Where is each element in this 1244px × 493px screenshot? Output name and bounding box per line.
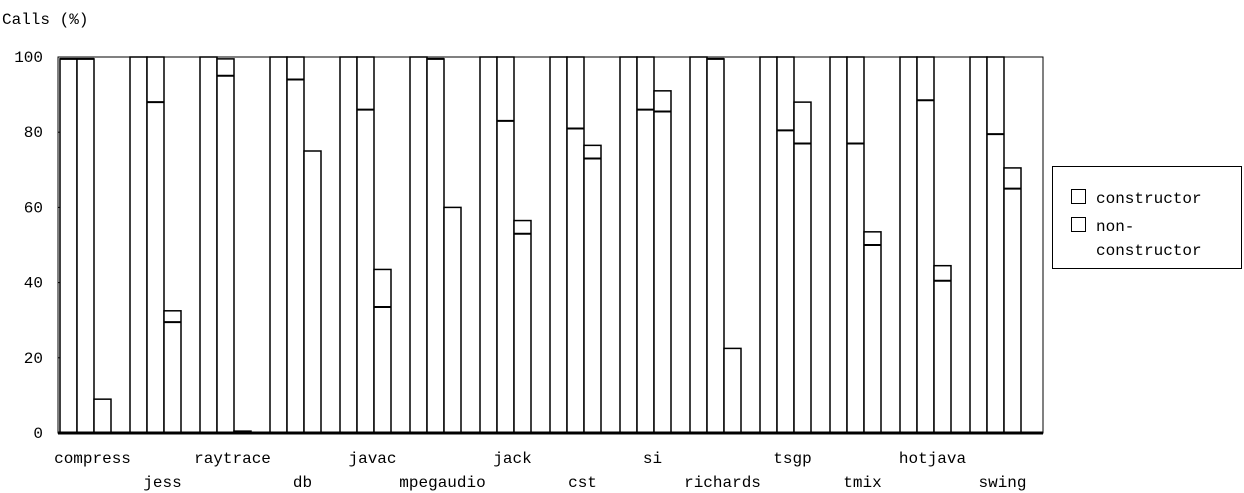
x-tick-label-swing: swing [978,474,1026,492]
bar-compress-1 [76,58,95,434]
legend-label-constructor: constructor [1096,190,1202,208]
bar-hotjava-2 [933,264,952,434]
x-tick-label-hotjava: hotjava [899,450,967,468]
bar-mpegaudio-0 [409,56,428,434]
x-tick-label-compress: compress [54,450,131,468]
bar-jack-1 [496,56,515,434]
bar-swing-0 [969,56,988,434]
y-tick-label: 0 [33,425,43,443]
bar-tsgp-2 [793,101,812,434]
bar-tsgp-0 [759,56,778,434]
x-tick-label-jess: jess [143,474,181,492]
bar-tmix-1 [846,56,865,434]
bar-richards-1 [706,58,725,434]
bar-mpegaudio-1 [426,58,445,434]
bar-javac-2 [373,268,392,434]
bar-compress-0 [59,58,78,434]
x-tick-label-javac: javac [348,450,396,468]
y-tick-label: 20 [24,350,43,368]
bar-jess-1 [146,56,165,434]
y-tick-label: 80 [24,124,43,142]
x-tick-label-si: si [643,450,662,468]
bar-tmix-2 [863,231,882,434]
bar-tmix-0 [829,56,848,434]
bar-hotjava-0 [899,56,918,434]
bar-javac-1 [356,56,375,434]
bar-db-0 [269,56,288,434]
x-tick-label-tsgp: tsgp [773,450,811,468]
y-tick-label: 100 [14,49,43,67]
bar-richards-0 [689,56,708,434]
bar-jess-0 [129,56,148,434]
bar-si-0 [619,56,638,434]
bar-cst-2 [583,144,602,434]
bar-javac-0 [339,56,358,434]
y-axis-label: Calls (%) [2,11,88,29]
bar-tsgp-1 [776,56,795,434]
bar-compress-2 [93,398,112,434]
bar-si-1 [636,56,655,434]
x-tick-label-jack: jack [493,450,531,468]
y-tick-label: 40 [24,275,43,293]
x-tick-label-tmix: tmix [843,474,881,492]
x-tick-label-cst: cst [568,474,597,492]
legend: constructor non- constructor [1052,166,1242,269]
bar-richards-2 [723,347,742,434]
bar-mpegaudio-2 [443,206,462,434]
x-tick-label-richards: richards [684,474,761,492]
bar-swing-1 [986,56,1005,434]
bar-cst-1 [566,56,585,434]
x-tick-label-raytrace: raytrace [194,450,271,468]
bar-si-2 [653,90,672,434]
bar-raytrace-1 [216,58,235,434]
bar-swing-2 [1003,167,1022,434]
x-tick-label-db: db [293,474,312,492]
bar-hotjava-1 [916,56,935,434]
legend-label-non-constructor: non- constructor [1096,218,1202,260]
bar-raytrace-0 [199,56,218,434]
bar-db-2 [303,150,322,434]
bar-db-1 [286,56,305,434]
legend-swatch-non-constructor [1071,217,1086,232]
y-ticks: 0 20 40 60 80 100 [14,49,63,443]
bar-jess-2 [163,310,182,434]
bar-jack-2 [513,219,532,434]
y-tick-label: 60 [24,199,43,217]
legend-swatch-constructor [1071,189,1086,204]
bar-jack-0 [479,56,498,434]
bars [59,56,1022,434]
x-tick-label-mpegaudio: mpegaudio [399,474,485,492]
bar-cst-0 [549,56,568,434]
